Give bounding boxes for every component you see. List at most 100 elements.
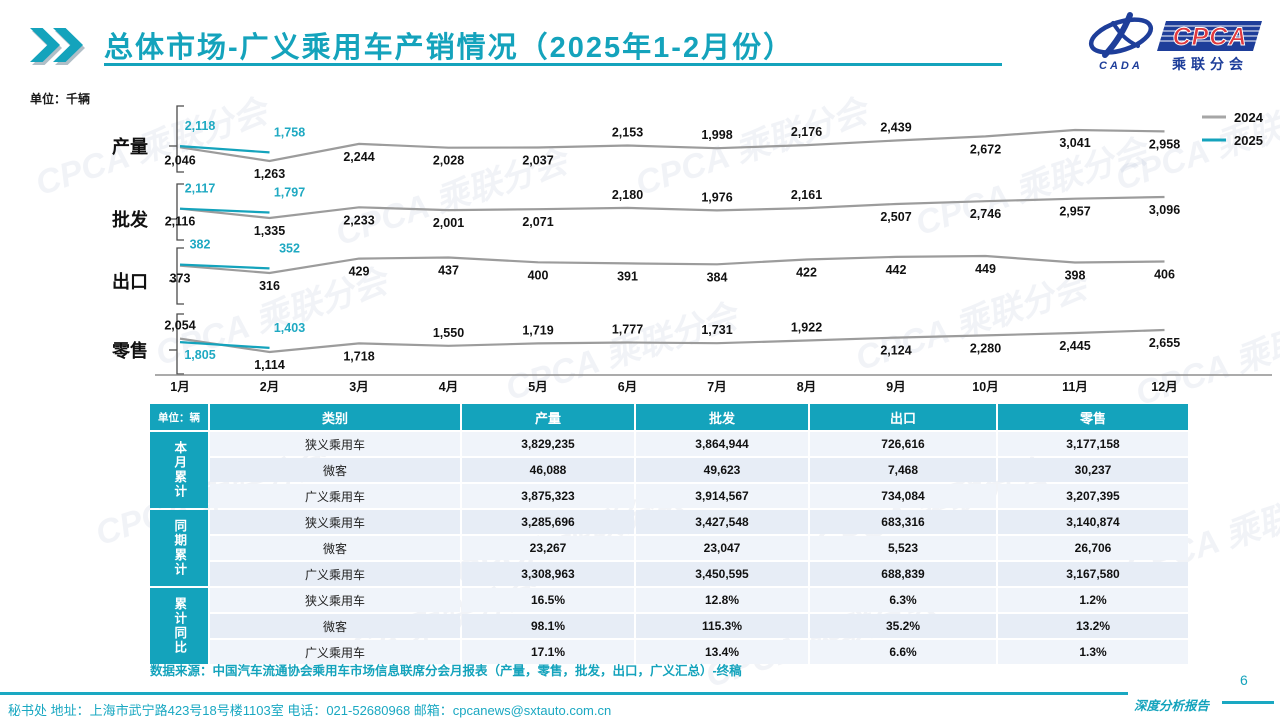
value-label: 2,957 (1059, 205, 1090, 219)
value-label: 449 (975, 262, 996, 276)
table-value: 16.5% (462, 588, 634, 612)
month-label: 8月 (797, 380, 816, 394)
month-label: 6月 (618, 380, 637, 394)
table-value: 3,177,158 (998, 432, 1188, 456)
value-label: 382 (190, 238, 211, 252)
value-label: 2,445 (1059, 339, 1090, 353)
value-label: 2,746 (970, 207, 1001, 221)
value-label: 2,655 (1149, 336, 1180, 350)
value-label: 2,001 (433, 216, 464, 230)
table-value: 7,468 (810, 458, 996, 482)
column-header: 出口 (810, 404, 996, 430)
month-label: 1月 (170, 380, 189, 394)
value-label: 2,046 (164, 153, 195, 167)
value-label: 1,758 (274, 125, 305, 139)
chart-unit-label: 单位：千辆 (30, 92, 91, 106)
axis-bracket (169, 313, 184, 375)
value-label: 3,096 (1149, 203, 1180, 217)
row-category: 广义乘用车 (210, 562, 460, 586)
table-value: 3,914,567 (636, 484, 808, 508)
month-label: 3月 (349, 380, 368, 394)
value-label: 1,550 (433, 326, 464, 340)
chart-row-title-产量: 产量 (112, 136, 148, 157)
table-value: 49,623 (636, 458, 808, 482)
column-header: 产量 (462, 404, 634, 430)
value-label: 2,153 (612, 126, 643, 140)
axis-bracket (169, 105, 184, 173)
cada-text: CADA (1099, 60, 1143, 72)
table-value: 726,616 (810, 432, 996, 456)
value-label: 2,672 (970, 142, 1001, 156)
table-value: 683,316 (810, 510, 996, 534)
table-value: 23,267 (462, 536, 634, 560)
value-label: 2,244 (343, 150, 374, 164)
axis-bracket (169, 183, 184, 241)
table-value: 12.8% (636, 588, 808, 612)
table-value: 23,047 (636, 536, 808, 560)
value-label: 2,124 (880, 344, 911, 358)
row-group-label: 同期累计 (150, 510, 208, 586)
table-value: 98.1% (462, 614, 634, 638)
row-category: 微客 (210, 614, 460, 638)
series-line-2024 (179, 254, 1165, 275)
table-value: 3,207,395 (998, 484, 1188, 508)
value-label: 2,280 (970, 341, 1001, 355)
month-label: 12月 (1151, 380, 1177, 394)
table-value: 734,084 (810, 484, 996, 508)
series-line-2024 (179, 195, 1165, 220)
value-label: 1,976 (701, 190, 732, 204)
value-label: 2,054 (164, 319, 195, 333)
row-category: 微客 (210, 458, 460, 482)
value-label: 398 (1065, 269, 1086, 283)
row-group-label: 累计同比 (150, 588, 208, 664)
table-value: 35.2% (810, 614, 996, 638)
value-label: 1,998 (701, 128, 732, 142)
value-label: 2,507 (880, 210, 911, 224)
value-label: 406 (1154, 268, 1175, 282)
table-value: 13.4% (636, 640, 808, 664)
page-number: 6 (1240, 672, 1248, 688)
column-header: 类别 (210, 404, 460, 430)
month-label: 9月 (886, 380, 905, 394)
cpca-logo: CADA CPCA 乘联分会 (1084, 10, 1262, 79)
value-label: 2,118 (185, 119, 216, 133)
value-label: 1,263 (254, 167, 285, 181)
table-value: 3,285,696 (462, 510, 634, 534)
value-label: 1,719 (522, 323, 553, 337)
row-category: 微客 (210, 536, 460, 560)
value-label: 391 (617, 269, 638, 283)
month-label: 4月 (439, 380, 458, 394)
report-type-label: 深度分析报告 (1134, 699, 1210, 713)
value-label: 352 (279, 241, 300, 255)
table-value: 3,829,235 (462, 432, 634, 456)
table-value: 688,839 (810, 562, 996, 586)
table-value: 3,875,323 (462, 484, 634, 508)
value-label: 2,116 (165, 215, 196, 229)
row-category: 广义乘用车 (210, 640, 460, 664)
cpca-text: CPCA (1173, 23, 1248, 51)
value-label: 373 (170, 272, 191, 286)
value-label: 3,041 (1059, 136, 1090, 150)
value-label: 1,114 (254, 358, 285, 372)
series-line-2024 (179, 328, 1165, 354)
table-value: 26,706 (998, 536, 1188, 560)
value-label: 2,037 (522, 154, 553, 168)
footer-divider (0, 692, 1128, 695)
month-label: 2月 (260, 380, 279, 394)
value-label: 2,028 (433, 154, 464, 168)
value-label: 1,403 (274, 321, 305, 335)
table-value: 6.6% (810, 640, 996, 664)
column-header: 批发 (636, 404, 808, 430)
table-unit-header: 单位：辆 (150, 404, 208, 430)
month-label: 7月 (707, 380, 726, 394)
month-label: 11月 (1062, 380, 1088, 394)
series-line-2025 (179, 207, 270, 214)
value-label: 422 (796, 266, 817, 280)
table-value: 3,450,595 (636, 562, 808, 586)
legend-label: 2025 (1234, 133, 1263, 148)
row-category: 狭义乘用车 (210, 588, 460, 612)
value-label: 2,117 (185, 182, 216, 196)
column-header: 零售 (998, 404, 1188, 430)
chart-row-title-出口: 出口 (112, 271, 148, 292)
axis-bracket (169, 247, 184, 305)
